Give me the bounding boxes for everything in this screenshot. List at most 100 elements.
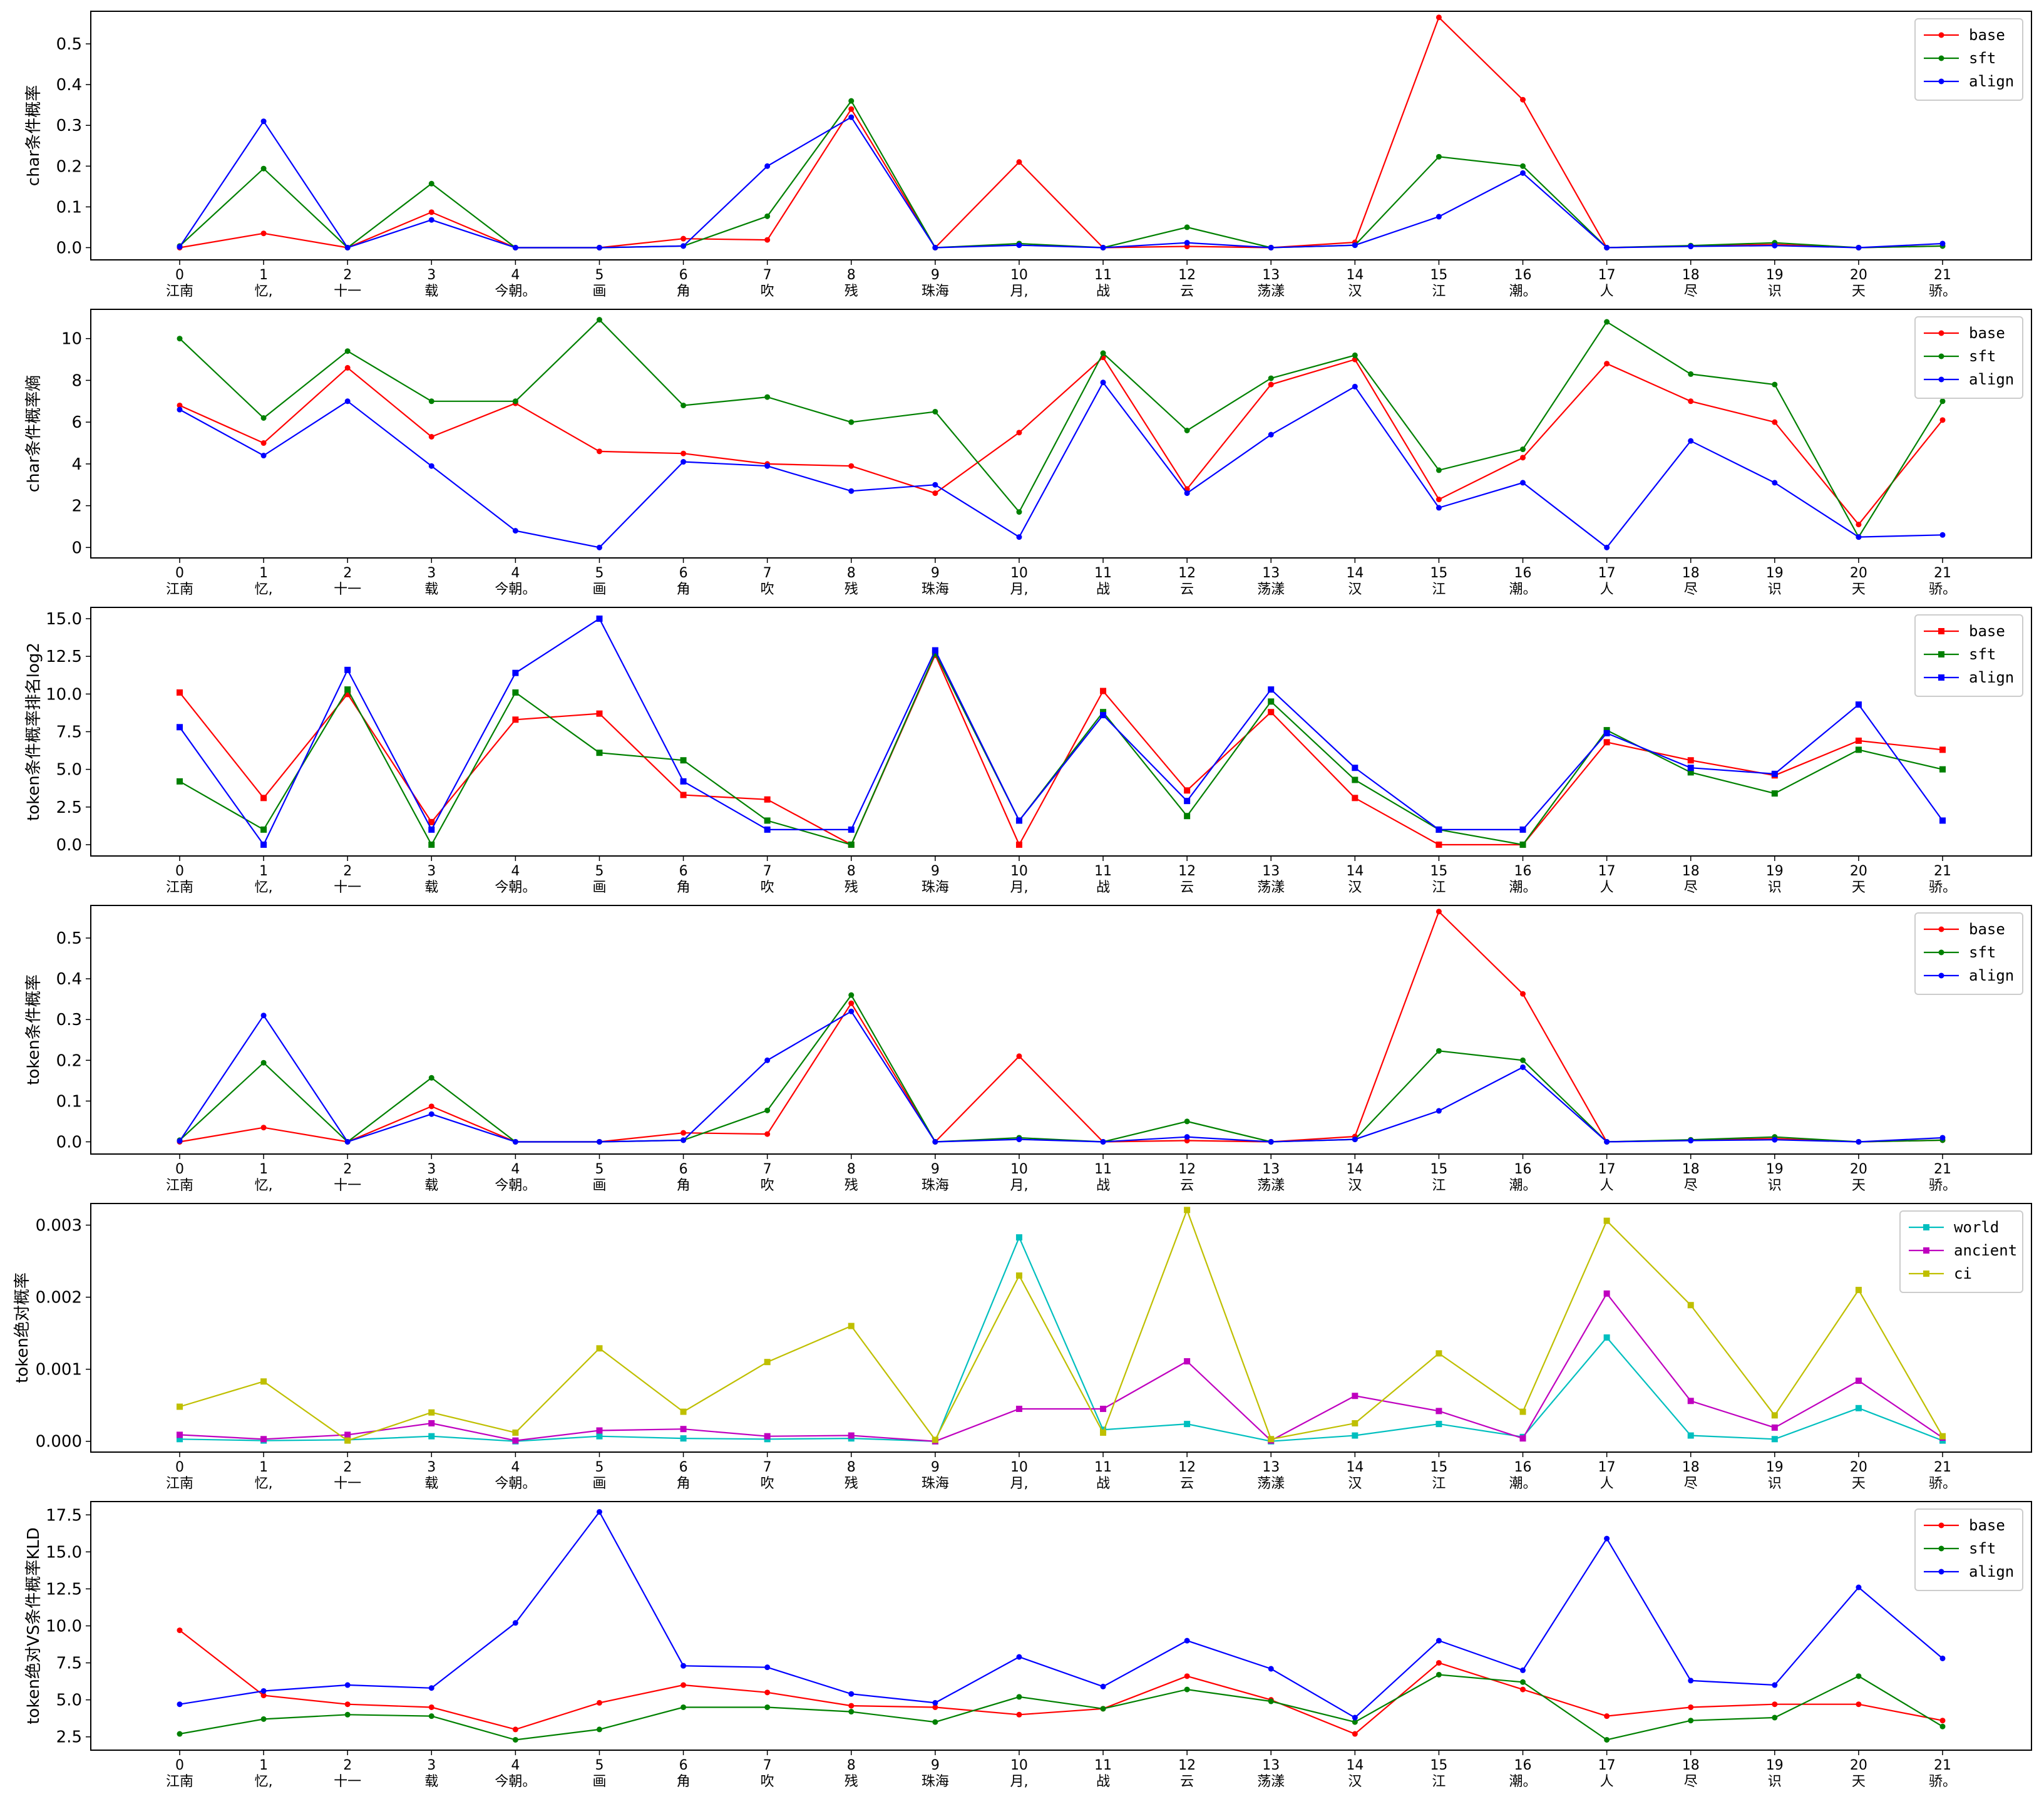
- data-point-sft: [1016, 1694, 1022, 1700]
- data-point-sft: [764, 1107, 771, 1113]
- legend-label-align: align: [1969, 669, 2014, 686]
- data-point-align: [428, 463, 434, 469]
- data-point-align: [848, 1691, 855, 1697]
- x-tick-label: 10: [1010, 1758, 1028, 1773]
- legend-marker-base: [1938, 32, 1944, 38]
- legend-label-base: base: [1969, 1517, 2005, 1534]
- data-point-base: [1939, 1718, 1946, 1724]
- x-tick-word: 云: [1180, 1178, 1194, 1193]
- x-tick-label: 9: [931, 1162, 940, 1177]
- x-tick-label: 21: [1934, 1758, 1951, 1773]
- x-tick-word: 战: [1096, 1178, 1110, 1193]
- data-point-sft: [512, 1736, 518, 1743]
- data-point-base: [764, 237, 771, 243]
- data-point-sft: [260, 165, 267, 172]
- data-point-sft: [1771, 790, 1778, 797]
- series-line-base: [179, 653, 1943, 847]
- data-point-sft: [764, 1704, 771, 1710]
- x-tick-word: 残: [845, 1178, 858, 1193]
- data-point-world: [1015, 1234, 1022, 1241]
- data-point-base: [764, 1689, 771, 1696]
- x-tick-word: 尽: [1684, 1178, 1698, 1193]
- x-tick-label: 5: [595, 267, 603, 283]
- x-tick-word: 吹: [761, 1774, 774, 1790]
- data-point-align: [1688, 1678, 1694, 1684]
- data-point-align: [1772, 480, 1778, 486]
- x-tick-label: 9: [931, 565, 940, 581]
- x-tick-label: 6: [679, 1162, 688, 1177]
- data-point-sft: [177, 1731, 183, 1737]
- data-point-align: [1856, 244, 1862, 250]
- data-point-base: [1435, 841, 1442, 848]
- data-point-align: [596, 544, 602, 550]
- y-tick-label: 8: [71, 371, 82, 390]
- data-point-sft: [260, 1059, 267, 1066]
- data-point-ci: [764, 1359, 771, 1366]
- y-tick-label: 0.003: [36, 1217, 82, 1235]
- data-point-align: [680, 1137, 687, 1143]
- x-tick-word: 汉: [1348, 582, 1362, 597]
- data-point-ancient: [596, 1427, 603, 1434]
- data-point-ancient: [1100, 1405, 1107, 1412]
- data-point-align: [1520, 1064, 1526, 1070]
- data-point-align: [1352, 1137, 1358, 1143]
- x-tick-label: 17: [1598, 1460, 1616, 1475]
- x-tick-label: 16: [1514, 1162, 1532, 1177]
- legend-label-sft: sft: [1969, 348, 1996, 365]
- series-line-world: [179, 1235, 1943, 1442]
- data-point-align: [1352, 383, 1358, 389]
- data-point-base: [596, 1699, 602, 1706]
- x-tick-word: 角: [677, 582, 691, 597]
- legend-label-base: base: [1969, 920, 2005, 938]
- data-point-base: [1352, 795, 1358, 802]
- data-point-base: [680, 1682, 687, 1688]
- data-point-ancient: [512, 1437, 519, 1444]
- data-point-align: [1687, 765, 1694, 771]
- x-tick-word: 人: [1600, 1178, 1614, 1193]
- data-point-ancient: [848, 1432, 855, 1439]
- x-tick-label: 20: [1850, 565, 1867, 581]
- x-tick-label: 11: [1094, 1460, 1112, 1475]
- data-point-align: [177, 724, 183, 731]
- data-point-align: [1856, 534, 1862, 540]
- x-tick-word: 忆,: [255, 582, 273, 597]
- x-tick-label: 12: [1178, 1460, 1196, 1475]
- data-point-align: [932, 1138, 938, 1145]
- x-tick-word: 云: [1180, 582, 1194, 597]
- data-point-base: [1688, 1704, 1694, 1710]
- data-point-base: [260, 230, 267, 237]
- data-point-ancient: [680, 1426, 687, 1433]
- data-point-sft: [1184, 224, 1190, 230]
- x-tick-word: 十一: [334, 582, 361, 597]
- data-point-align: [1855, 701, 1862, 708]
- data-point-base: [1772, 1701, 1778, 1708]
- x-tick-label: 20: [1850, 1460, 1867, 1475]
- x-tick-label: 5: [595, 1758, 603, 1773]
- x-tick-word: 骄。: [1929, 880, 1956, 895]
- data-point-world: [1352, 1432, 1358, 1439]
- x-tick-word: 识: [1768, 1476, 1782, 1492]
- data-point-sft: [764, 213, 771, 219]
- data-point-base: [177, 402, 183, 408]
- legend-marker-align: [1938, 972, 1944, 979]
- x-tick-label: 0: [175, 1758, 184, 1773]
- data-point-sft: [1520, 163, 1526, 169]
- y-tick-label: 0.2: [56, 1051, 82, 1070]
- data-point-base: [848, 106, 855, 112]
- data-point-ci: [1015, 1272, 1022, 1279]
- series-line-align: [179, 617, 1943, 847]
- data-point-base: [1015, 841, 1022, 848]
- legend-label-sft: sft: [1969, 646, 1996, 663]
- x-tick-label: 2: [343, 267, 352, 283]
- data-point-sft: [344, 686, 351, 693]
- x-tick-word: 江: [1432, 1774, 1446, 1790]
- data-point-align: [1268, 1138, 1274, 1145]
- x-tick-label: 1: [259, 863, 268, 879]
- data-point-align: [1520, 1667, 1526, 1673]
- x-tick-word: 荡漾: [1257, 1178, 1285, 1193]
- x-tick-word: 十一: [334, 284, 361, 299]
- x-tick-word: 残: [845, 1774, 858, 1790]
- data-point-sft: [680, 402, 687, 408]
- data-point-sft: [1100, 1706, 1106, 1712]
- y-tick-label: 0.5: [56, 929, 82, 948]
